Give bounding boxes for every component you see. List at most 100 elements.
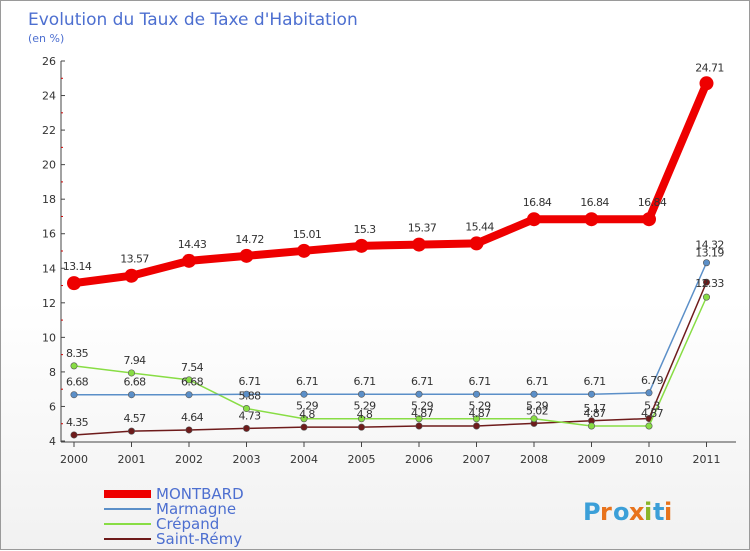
x-tick-label: 2008 (520, 453, 548, 466)
data-label: 6.79 (641, 374, 664, 387)
y-tick-label: 26 (42, 55, 56, 68)
data-point (645, 422, 653, 430)
legend-label: MONTBARD (156, 485, 244, 503)
data-label: 15.37 (408, 222, 437, 235)
data-label: 4.87 (641, 407, 664, 420)
series-layer (67, 76, 714, 439)
data-point (469, 236, 484, 251)
data-point (412, 237, 426, 252)
data-label: 6.68 (123, 376, 146, 389)
data-label: 6.71 (353, 375, 375, 388)
data-point (415, 390, 423, 398)
data-label: 5.3 (644, 400, 660, 413)
data-label: 14.72 (235, 233, 264, 246)
logo-letter: r (600, 498, 612, 526)
data-point (357, 415, 365, 423)
data-label: 6.71 (296, 375, 318, 388)
x-tick-label: 2006 (405, 453, 433, 466)
data-label: 5.02 (526, 404, 548, 417)
data-point (587, 422, 595, 430)
data-label: 6.68 (66, 376, 89, 389)
data-point (530, 390, 538, 398)
y-tick-label: 18 (42, 193, 56, 206)
x-tick-label: 2003 (233, 453, 261, 466)
data-label: 6.71 (411, 375, 433, 388)
data-point (472, 390, 480, 398)
y-tick-label: 14 (42, 262, 56, 275)
series-line-marmagne (73, 261, 708, 396)
data-label: 14.43 (178, 238, 207, 251)
logo-letter: t (653, 498, 664, 526)
data-label: 4.64 (181, 411, 204, 424)
data-point (354, 238, 369, 253)
data-label: 6.71 (468, 375, 490, 388)
data-labels: 13.14 13.57 14.43 14.72 15.01 15.3 15.37 15.44 1… (63, 61, 725, 429)
data-label: 24.71 (695, 61, 724, 74)
y-tick-label: 24 (42, 90, 56, 103)
data-point (300, 423, 308, 431)
data-label: 4.87 (583, 407, 606, 420)
data-point (243, 405, 251, 413)
data-point (357, 423, 365, 431)
data-label: 12.33 (695, 277, 724, 290)
data-label: 13.19 (695, 246, 724, 259)
data-label: 5.29 (296, 400, 319, 413)
data-point (472, 415, 480, 423)
x-tick-label: 2011 (693, 453, 721, 466)
series-line-saint-r-my (73, 281, 708, 436)
data-label: 4.8 (357, 408, 373, 421)
data-point (185, 376, 193, 384)
data-label: 5.17 (583, 402, 606, 415)
data-label: 5.29 (353, 400, 376, 413)
data-label: 5.29 (411, 400, 434, 413)
data-point (185, 426, 193, 434)
data-point (530, 415, 538, 423)
data-point (128, 391, 136, 399)
data-label: 5.29 (526, 400, 549, 413)
data-label: 16.84 (523, 196, 552, 209)
logo-letter: o (613, 498, 630, 526)
data-point (182, 253, 196, 268)
y-tick-label: 10 (42, 331, 56, 344)
data-label: 4.8 (299, 408, 315, 421)
x-tick-label: 2002 (175, 453, 203, 466)
x-tick-label: 2001 (118, 453, 146, 466)
data-label: 4.57 (123, 412, 146, 425)
x-tick-label: 2010 (635, 453, 663, 466)
chart-title: Evolution du Taux de Taxe d'Habitation (28, 10, 358, 30)
data-point (239, 248, 254, 263)
data-label: 4.87 (468, 407, 491, 420)
data-label: 7.94 (123, 354, 146, 367)
data-point (702, 278, 710, 286)
y-tick-label: 8 (49, 366, 56, 379)
data-label: 14.32 (695, 239, 724, 252)
data-point (699, 76, 714, 91)
chart-subtitle: (en %) (28, 32, 64, 45)
data-point (702, 259, 710, 267)
data-point (415, 415, 423, 423)
data-label: 15.3 (353, 223, 376, 236)
data-point (584, 212, 599, 227)
data-point (587, 390, 595, 398)
data-label: 8.35 (66, 347, 89, 360)
data-point (243, 424, 251, 432)
axes: 4 6 8 10 12 14 16 18 20 22 24 26 2000 2001 2002 2003 200… (42, 55, 736, 466)
series-line-cr-pand (73, 296, 708, 427)
data-point (300, 390, 308, 398)
data-point (128, 427, 136, 435)
data-label: 7.54 (181, 361, 204, 374)
data-label: 6.71 (238, 375, 260, 388)
data-label: 16.84 (580, 196, 609, 209)
data-point (472, 422, 480, 430)
data-label: 16.84 (638, 196, 667, 209)
data-point (527, 212, 541, 227)
data-point (300, 415, 308, 423)
data-label: 15.44 (465, 220, 494, 233)
logo-letter: P (583, 498, 601, 526)
data-label: 6.68 (181, 376, 204, 389)
y-tick-label: 4 (49, 435, 56, 448)
data-label: 4.87 (411, 407, 434, 420)
data-label: 6.71 (583, 375, 605, 388)
